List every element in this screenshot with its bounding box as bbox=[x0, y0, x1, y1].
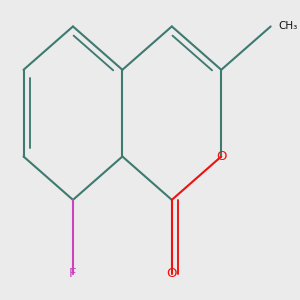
Text: F: F bbox=[69, 267, 77, 280]
Text: CH₃: CH₃ bbox=[278, 21, 297, 32]
Text: O: O bbox=[167, 267, 177, 280]
Text: O: O bbox=[216, 150, 226, 163]
